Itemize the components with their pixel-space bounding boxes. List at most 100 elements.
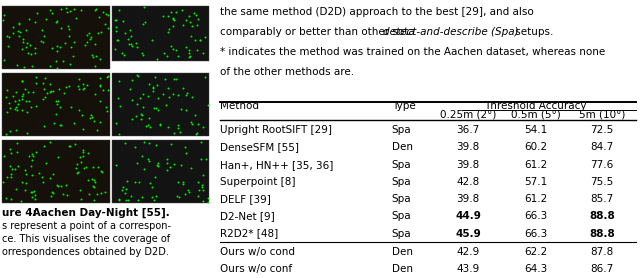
Text: 45.9: 45.9 <box>455 229 481 239</box>
Point <box>133 198 143 202</box>
Point <box>13 164 23 168</box>
Point <box>20 172 31 177</box>
Point <box>52 19 63 24</box>
Point <box>4 101 14 105</box>
Point <box>162 161 172 166</box>
Point <box>198 199 208 204</box>
Point <box>56 7 67 11</box>
Point <box>149 106 159 111</box>
Point <box>40 76 50 80</box>
Point <box>74 86 84 91</box>
Point <box>169 131 179 135</box>
Point <box>1 175 12 180</box>
Point <box>90 180 100 184</box>
Point <box>65 62 76 66</box>
Point <box>111 25 122 29</box>
Text: orrespondences obtained by D2D.: orrespondences obtained by D2D. <box>2 247 169 257</box>
Point <box>88 177 98 182</box>
Point <box>90 41 100 46</box>
Point <box>186 120 196 124</box>
Point <box>162 53 172 58</box>
Point <box>181 92 191 97</box>
Point <box>187 121 197 126</box>
Point <box>192 48 202 52</box>
Point <box>47 190 58 194</box>
Point <box>85 116 95 120</box>
Point <box>168 46 179 51</box>
Text: comparably or better than other sota: comparably or better than other sota <box>220 27 418 37</box>
Point <box>186 24 196 28</box>
Point <box>17 96 27 101</box>
Point <box>2 110 12 114</box>
Point <box>202 195 212 200</box>
Point <box>129 145 140 149</box>
Point <box>55 123 65 127</box>
Point <box>31 81 42 86</box>
Point <box>4 34 14 39</box>
Text: DenseSFM [55]: DenseSFM [55] <box>220 142 299 152</box>
Point <box>163 14 173 18</box>
Point <box>10 167 20 171</box>
Point <box>162 168 172 172</box>
Point <box>31 104 41 109</box>
Point <box>172 194 182 198</box>
Point <box>93 14 104 19</box>
Point <box>138 154 148 158</box>
Point <box>125 194 136 198</box>
Point <box>61 183 71 187</box>
Point <box>137 195 147 199</box>
Point <box>20 45 31 49</box>
Point <box>184 19 195 24</box>
Text: DELF [39]: DELF [39] <box>220 194 271 204</box>
Point <box>143 115 154 120</box>
Text: 64.3: 64.3 <box>524 264 548 274</box>
Point <box>159 51 170 55</box>
Text: Aachen Day-Night [55].: Aachen Day-Night [55]. <box>29 208 170 218</box>
Point <box>60 41 70 45</box>
Point <box>78 154 88 158</box>
Point <box>111 29 121 34</box>
Point <box>168 15 179 20</box>
Point <box>13 21 24 25</box>
Point <box>63 24 73 29</box>
Point <box>38 180 48 184</box>
Text: D2-Net [9]: D2-Net [9] <box>220 211 275 221</box>
Point <box>132 72 143 77</box>
Point <box>161 103 172 108</box>
Point <box>103 26 113 30</box>
Point <box>150 75 161 79</box>
Point <box>26 105 36 110</box>
Point <box>191 132 201 136</box>
Point <box>5 164 15 168</box>
Point <box>63 34 74 38</box>
Point <box>11 105 21 110</box>
Point <box>61 6 71 10</box>
Point <box>152 83 162 87</box>
Point <box>125 87 136 91</box>
Point <box>184 51 195 55</box>
Text: of the other methods are.: of the other methods are. <box>220 67 354 77</box>
Point <box>11 128 21 133</box>
Point <box>101 12 111 17</box>
Point <box>59 91 69 95</box>
Point <box>55 45 65 49</box>
Point <box>26 190 36 194</box>
Point <box>101 109 111 113</box>
Point <box>26 152 36 157</box>
Point <box>116 188 127 192</box>
Point <box>136 117 146 121</box>
Point <box>170 10 180 14</box>
Point <box>95 169 106 173</box>
Point <box>95 56 105 61</box>
Point <box>53 184 63 188</box>
Point <box>190 38 200 43</box>
Point <box>111 163 121 167</box>
Point <box>16 199 26 203</box>
Point <box>147 185 157 189</box>
Point <box>29 46 40 50</box>
Point <box>204 103 214 107</box>
Point <box>62 193 72 198</box>
Point <box>197 51 207 55</box>
Point <box>95 76 106 80</box>
Point <box>145 180 155 185</box>
